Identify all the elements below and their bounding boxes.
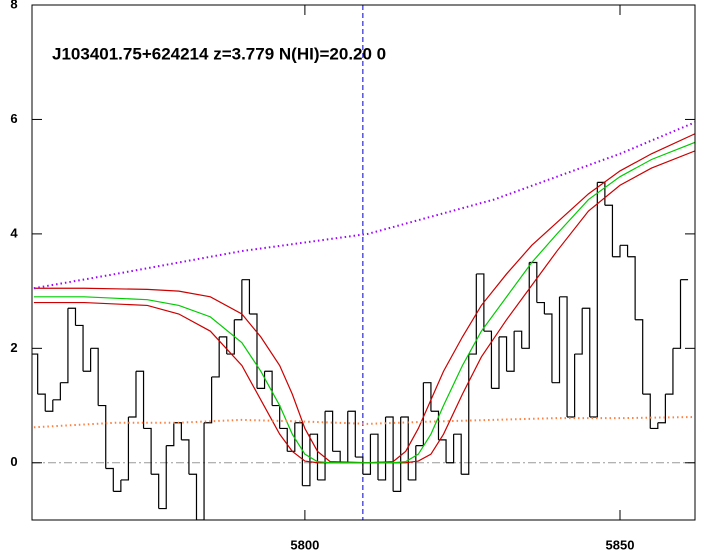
flux-step <box>544 313 553 383</box>
y-tick-label: 0 <box>10 454 17 469</box>
flux-step <box>650 422 659 430</box>
flux-step <box>672 279 682 349</box>
flux-step <box>105 467 114 492</box>
flux-step <box>491 336 500 389</box>
flux-step <box>120 417 130 481</box>
flux-step <box>362 434 372 475</box>
flux-step <box>559 296 568 417</box>
flux-step <box>612 245 621 258</box>
flux-step <box>468 273 477 355</box>
flux-step <box>196 422 205 520</box>
flux-step <box>67 307 77 326</box>
flux-step <box>75 324 84 372</box>
flux-step <box>325 410 334 452</box>
flux-step <box>567 354 576 418</box>
flux-step <box>264 370 273 406</box>
flux-step <box>90 347 99 406</box>
flux-step <box>551 296 561 384</box>
flux-step <box>620 244 629 257</box>
flux-step <box>204 376 213 424</box>
flux-step <box>37 393 46 412</box>
y-tick-label: 8 <box>10 0 17 11</box>
flux-step <box>188 473 198 520</box>
flux-step <box>32 353 39 395</box>
flux-step <box>430 410 440 440</box>
flux-step <box>635 319 644 395</box>
dotted-curve <box>33 121 695 290</box>
flux-step <box>461 354 470 475</box>
flux-step <box>574 308 583 355</box>
flux-step <box>506 331 515 372</box>
x-tick-label: 5800 <box>290 537 319 552</box>
flux-step <box>166 422 175 447</box>
flux-step <box>317 411 326 481</box>
flux-step <box>302 434 311 487</box>
flux-step <box>151 473 160 509</box>
flux-step <box>370 433 379 480</box>
y-tick-label: 2 <box>10 340 17 355</box>
flux-step <box>355 456 364 475</box>
flux-step <box>385 416 394 492</box>
flux-step <box>211 336 220 378</box>
flux-step <box>377 417 387 481</box>
flux-step <box>52 382 61 401</box>
chart-title: J103401.75+624214 z=3.779 N(HI)=20.20 0 <box>52 44 386 63</box>
y-tick-label: 6 <box>10 111 17 126</box>
flux-step <box>60 308 69 384</box>
flux-step <box>521 262 530 349</box>
flux-step <box>604 204 614 257</box>
flux-step <box>438 439 447 463</box>
flux-step <box>181 439 190 475</box>
flux-step <box>582 307 591 417</box>
flux-step <box>113 479 122 492</box>
flux-step <box>589 182 598 418</box>
y-tick-label: 4 <box>10 225 18 240</box>
flux-step <box>514 330 523 349</box>
flux-step <box>332 450 341 463</box>
flux-step <box>83 348 92 372</box>
flux-step <box>226 319 235 355</box>
flux-step <box>287 422 296 452</box>
flux-step <box>446 434 455 464</box>
dotted-curve <box>33 416 695 429</box>
flux-step <box>143 427 152 475</box>
flux-step <box>393 417 402 492</box>
flux-step <box>309 433 319 480</box>
flux-step <box>483 330 493 389</box>
flux-step <box>627 256 636 320</box>
flux-step <box>45 399 54 412</box>
flux-step <box>400 416 409 480</box>
flux-step <box>453 433 462 475</box>
flux-step <box>128 371 137 418</box>
plot-area <box>32 5 695 520</box>
flux-step <box>476 273 485 332</box>
flux-step <box>347 410 356 458</box>
x-tick-label: 5850 <box>606 537 635 552</box>
flux-step <box>234 279 243 321</box>
axes-frame <box>31 4 696 521</box>
flux-step <box>657 394 666 424</box>
flux-step <box>249 313 258 389</box>
flux-step <box>665 348 674 395</box>
flux-step <box>241 279 251 314</box>
flux-step <box>135 370 145 429</box>
flux-step <box>498 336 508 372</box>
model-curve <box>33 133 695 464</box>
flux-step <box>173 422 182 440</box>
flux-step <box>408 445 417 481</box>
model-curve <box>33 141 695 464</box>
flux-step <box>536 301 545 314</box>
flux-step <box>423 382 432 412</box>
flux-step <box>98 404 107 469</box>
flux-step <box>158 445 167 510</box>
